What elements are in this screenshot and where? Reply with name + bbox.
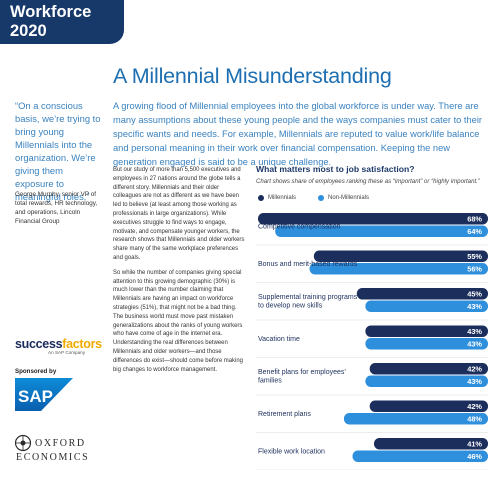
bar-non-millennials bbox=[365, 338, 488, 350]
bar-value-label: 48% bbox=[467, 414, 482, 423]
bar-millennials bbox=[313, 250, 488, 262]
body-paragraph-1: But our study of more than 5,500 executi… bbox=[113, 167, 245, 261]
bar-value-label: 43% bbox=[467, 339, 482, 348]
bar-non-millennials bbox=[365, 300, 488, 312]
bar-non-millennials bbox=[343, 413, 488, 425]
bar-millennials bbox=[365, 325, 488, 337]
bar-value-label: 43% bbox=[467, 327, 482, 336]
bar-millennials bbox=[356, 288, 488, 300]
sponsored-by-label: Sponsored by bbox=[15, 368, 57, 375]
oxford-logo-line2: ECONOMICS bbox=[16, 452, 89, 463]
job-satisfaction-chart: 68% 64% Competitive compensation 55% 56% Bonu… bbox=[256, 213, 488, 470]
bar-value-label: 45% bbox=[467, 289, 482, 298]
bar-value-label: 42% bbox=[467, 402, 482, 411]
bar-non-millennials bbox=[365, 375, 488, 387]
category-label: Vacation time bbox=[258, 336, 300, 343]
sap-logo: SAP bbox=[15, 378, 73, 411]
category-label: Bonus and merit-based rewards bbox=[258, 261, 358, 268]
sap-logo-text: SAP bbox=[18, 387, 53, 406]
bar-millennials bbox=[374, 438, 488, 450]
legend-dot-non-millennials bbox=[318, 195, 324, 201]
oxford-logo-line1: OXFORD bbox=[35, 438, 86, 449]
legend-label-millennials: Millennials bbox=[268, 195, 297, 201]
section-header-tab: Workforce 2020 bbox=[0, 0, 124, 44]
page-title: A Millennial Misunderstanding bbox=[113, 64, 392, 88]
body-paragraph-2: So while the number of companies giving … bbox=[113, 269, 243, 373]
category-label: Supplemental training programs to develop… bbox=[258, 294, 358, 310]
legend-item-millennials: Millennials bbox=[258, 195, 296, 201]
body-text: But our study of more than 5,500 executi… bbox=[113, 166, 247, 380]
bar-value-label: 42% bbox=[467, 364, 482, 373]
chart-legend: Millennials Non-Millennials bbox=[256, 195, 491, 207]
successfactors-logo: successfactors An SAP Company bbox=[15, 337, 105, 355]
bar-millennials bbox=[369, 400, 488, 412]
bar-value-label: 64% bbox=[467, 227, 482, 236]
oxford-emblem-icon bbox=[15, 434, 32, 452]
bar-value-label: 43% bbox=[467, 302, 482, 311]
intro-paragraph: A growing flood of Millennial employees … bbox=[113, 101, 482, 167]
section-header-title: Workforce 2020 bbox=[10, 3, 92, 40]
bar-millennials bbox=[258, 213, 488, 225]
bar-value-label: 43% bbox=[467, 377, 482, 386]
successfactors-logo-sub: An SAP Company bbox=[48, 350, 85, 355]
category-label: Competitive compensation bbox=[258, 224, 341, 231]
category-label: Benefit plans for employees’ families bbox=[258, 369, 346, 385]
bar-non-millennials bbox=[275, 225, 488, 237]
legend-item-non-millennials: Non-Millennials bbox=[318, 195, 369, 201]
bar-millennials bbox=[369, 363, 488, 375]
bar-value-label: 46% bbox=[467, 452, 482, 461]
oxford-economics-logo: OXFORD ECONOMICS bbox=[15, 434, 89, 463]
chart-subtitle: Chart shows share of employees ranking t… bbox=[256, 178, 480, 185]
bar-value-label: 68% bbox=[467, 214, 482, 223]
bar-value-label: 41% bbox=[467, 439, 482, 448]
successfactors-logo-accent: factors bbox=[62, 337, 102, 351]
bar-non-millennials bbox=[309, 263, 488, 275]
bar-value-label: 56% bbox=[467, 264, 482, 273]
bar-value-label: 55% bbox=[467, 252, 482, 261]
pull-quote: “On a conscious basis, we’re trying to b… bbox=[15, 100, 101, 202]
legend-dot-millennials bbox=[258, 195, 264, 201]
quote-attribution: George Murphy, senior VP of total reward… bbox=[15, 191, 98, 225]
category-label: Flexible work location bbox=[258, 449, 325, 456]
chart-title: What matters most to job satisfaction? bbox=[256, 164, 415, 174]
bar-non-millennials bbox=[352, 450, 488, 462]
legend-label-non-millennials: Non-Millennials bbox=[328, 195, 370, 201]
category-label: Retirement plans bbox=[258, 411, 311, 418]
successfactors-logo-main: success bbox=[15, 337, 63, 351]
